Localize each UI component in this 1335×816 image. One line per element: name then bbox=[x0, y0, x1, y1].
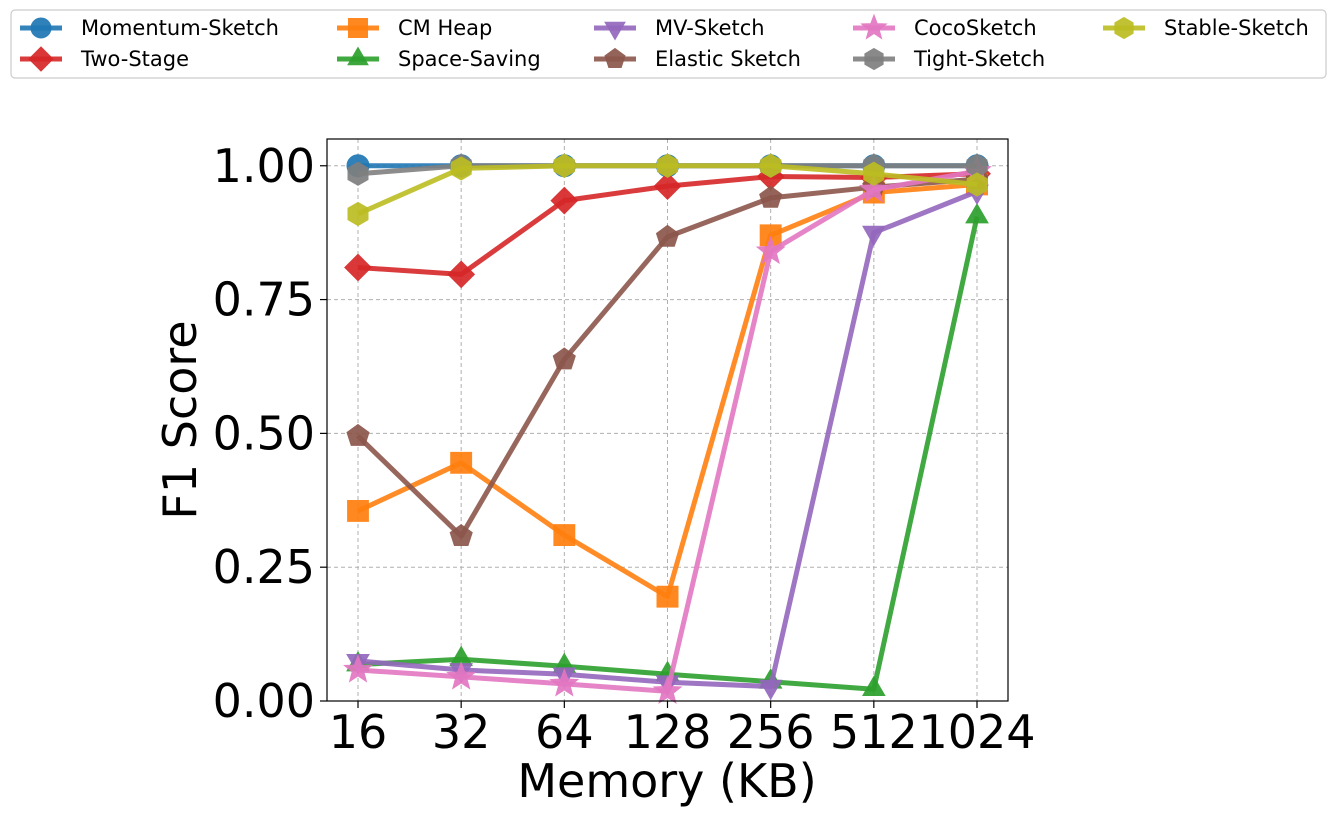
data-point bbox=[552, 347, 576, 370]
y-tick-label: 0.50 bbox=[213, 406, 315, 460]
legend-swatch-marker bbox=[347, 46, 369, 66]
data-point bbox=[656, 585, 679, 608]
x-tick-label: 128 bbox=[624, 705, 712, 759]
data-point bbox=[655, 224, 680, 247]
legend-label: Elastic Sketch bbox=[655, 47, 801, 71]
legend-label: Stable-Sketch bbox=[1164, 16, 1309, 40]
legend-item: Tight-Sketch bbox=[853, 47, 1045, 71]
legend-swatch-marker bbox=[28, 46, 54, 72]
legend-label: Space-Saving bbox=[398, 47, 541, 71]
data-point bbox=[343, 654, 373, 683]
x-axis: 16 32 64 128 256 512 1024 bbox=[329, 701, 1036, 759]
legend-item: Two-Stage bbox=[20, 46, 189, 72]
y-tick-label: 1.00 bbox=[213, 139, 315, 193]
legend-swatch-marker bbox=[30, 17, 52, 39]
data-point bbox=[965, 203, 989, 224]
legend-item: Space-Saving bbox=[337, 46, 541, 71]
data-point bbox=[863, 161, 885, 186]
legend-label: CM Heap bbox=[398, 16, 492, 40]
data-point bbox=[966, 172, 988, 197]
series-cocosketch bbox=[343, 155, 992, 705]
legend-label: Tight-Sketch bbox=[913, 47, 1045, 71]
x-tick-label: 16 bbox=[329, 705, 388, 759]
legend-item: Elastic Sketch bbox=[594, 47, 801, 71]
legend-swatch-marker bbox=[860, 13, 888, 40]
legend: Momentum-Sketch Two-Stage CM Heap Space-Sav… bbox=[10, 9, 1327, 79]
y-axis-title: F1 Score bbox=[153, 320, 207, 519]
data-point bbox=[347, 500, 369, 522]
data-point bbox=[858, 174, 889, 203]
data-point bbox=[446, 661, 477, 690]
x-tick-label: 512 bbox=[830, 705, 918, 759]
data-point bbox=[755, 235, 786, 265]
x-tick-label: 32 bbox=[432, 705, 491, 759]
series-stable-sketch bbox=[347, 153, 988, 227]
legend-swatch-marker bbox=[1114, 16, 1134, 40]
data-point bbox=[652, 675, 683, 705]
data-point bbox=[862, 225, 886, 247]
x-tick-label: 256 bbox=[727, 705, 815, 759]
data-point bbox=[447, 260, 476, 289]
data-point bbox=[758, 679, 783, 701]
legend-item: CocoSketch bbox=[853, 13, 1037, 40]
legend-label: MV-Sketch bbox=[655, 16, 765, 40]
data-point bbox=[450, 451, 473, 474]
data-point bbox=[549, 668, 580, 697]
x-tick-label: 1024 bbox=[918, 705, 1035, 759]
y-tick-label: 0.00 bbox=[213, 674, 315, 728]
data-point bbox=[862, 675, 886, 696]
data-point bbox=[657, 153, 678, 178]
data-point bbox=[347, 201, 369, 227]
data-point bbox=[553, 153, 575, 178]
legend-swatch-marker bbox=[348, 18, 368, 38]
legend-swatch-marker bbox=[604, 47, 626, 68]
series-line bbox=[357, 168, 978, 694]
y-axis: 0.00 0.25 0.50 0.75 1.00 bbox=[213, 139, 327, 728]
data-point bbox=[344, 253, 372, 282]
legend-item: Momentum-Sketch bbox=[20, 16, 279, 40]
data-point bbox=[347, 161, 369, 186]
y-tick-label: 0.75 bbox=[213, 273, 315, 327]
x-axis-title: Memory (KB) bbox=[517, 754, 816, 808]
series-layer bbox=[343, 153, 992, 705]
x-tick-label: 64 bbox=[535, 705, 594, 759]
data-point bbox=[550, 186, 579, 215]
data-point bbox=[449, 523, 473, 546]
legend-label: CocoSketch bbox=[914, 16, 1037, 40]
legend-item: Stable-Sketch bbox=[1103, 16, 1309, 40]
legend-label: Momentum-Sketch bbox=[81, 16, 279, 40]
legend-item: CM Heap bbox=[337, 16, 492, 40]
data-point bbox=[759, 185, 783, 208]
legend-swatch-marker bbox=[864, 47, 884, 71]
legend-label: Two-Stage bbox=[80, 47, 189, 71]
legend-item: MV-Sketch bbox=[594, 16, 765, 41]
data-point bbox=[653, 172, 682, 201]
data-point bbox=[450, 156, 472, 181]
data-point bbox=[553, 524, 576, 546]
data-point bbox=[346, 423, 370, 446]
data-point bbox=[760, 153, 782, 178]
gridlines bbox=[327, 139, 1008, 702]
legend-swatch-marker bbox=[604, 21, 626, 41]
y-tick-label: 0.25 bbox=[213, 540, 315, 594]
